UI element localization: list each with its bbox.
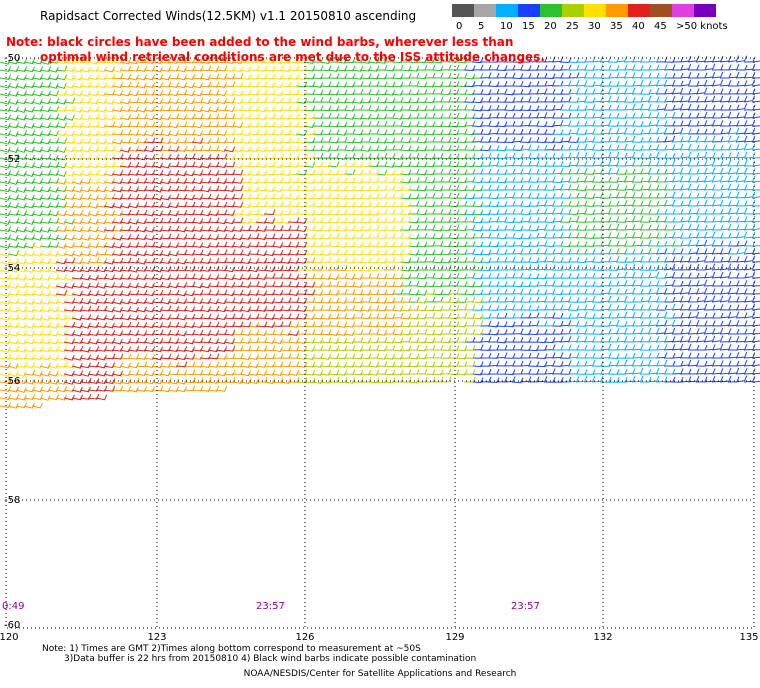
legend-swatch (496, 4, 518, 17)
lat-label: -60 (4, 620, 20, 631)
legend-tick-label: >50 knots (676, 21, 728, 32)
legend-tick-label: 20 (544, 21, 557, 32)
legend-swatch (452, 4, 474, 17)
pass-time: 23:57 (256, 601, 285, 612)
wind-barb-group (55, 137, 316, 401)
legend-swatch (694, 4, 716, 17)
wind-barb-group (295, 288, 484, 384)
footnote: Note: 1) Times are GMT 2)Times along bot… (42, 644, 516, 679)
legend-tick-label: 0 (456, 21, 462, 32)
legend-swatch (606, 4, 628, 17)
legend-tick-label: 35 (610, 21, 623, 32)
pass-time: 0:49 (2, 601, 24, 612)
wind-barb-group (0, 57, 420, 409)
latitude-labels: -50 -52 -54 -56 -58 -60 (4, 53, 20, 631)
legend-tick-label: 45 (654, 21, 667, 32)
lat-label: -54 (4, 263, 20, 274)
legend-swatch (672, 4, 694, 17)
footnote-line-1: Note: 1) Times are GMT 2)Times along bot… (42, 644, 421, 654)
longitude-labels: 120 123 126 129 132 135 (0, 632, 759, 643)
note-line-2: optimal wind retrieval conditions are me… (40, 50, 545, 64)
legend-swatch (650, 4, 672, 17)
legend-tick-label: 25 (566, 21, 579, 32)
lat-label: -52 (4, 154, 20, 165)
red-note: Note: black circles have been added to t… (6, 35, 545, 64)
lon-label: 123 (147, 632, 166, 643)
lat-label: -50 (4, 53, 20, 64)
legend-swatch (584, 4, 606, 17)
color-legend: 0 5 10 15 20 25 30 35 40 45 >50 knots (452, 4, 728, 32)
legend-swatch (518, 4, 540, 17)
lon-label: 120 (0, 632, 19, 643)
wind-barb-group (463, 55, 760, 383)
footnote-line-2: 3)Data buffer is 22 hrs from 20150810 4)… (64, 654, 476, 664)
credit-line: NOAA/NESDIS/Center for Satellite Applica… (244, 669, 517, 679)
lon-label: 132 (593, 632, 612, 643)
legend-swatch (540, 4, 562, 17)
pass-time: 23:57 (511, 601, 540, 612)
wind-barbs-layer (0, 55, 760, 409)
legend-tick-label: 40 (632, 21, 645, 32)
legend-tick-label: 5 (478, 21, 484, 32)
legend-swatch (562, 4, 584, 17)
map-title: Rapidsact Corrected Winds(12.5KM) v1.1 2… (40, 9, 416, 23)
legend-swatch (628, 4, 650, 17)
legend-tick-label: 15 (522, 21, 535, 32)
pass-times: 0:49 23:57 23:57 (2, 601, 540, 612)
wind-barb-group (0, 57, 412, 378)
lon-label: 126 (295, 632, 314, 643)
lat-label: -56 (4, 376, 20, 387)
lon-label: 129 (445, 632, 464, 643)
wind-barb-group (0, 56, 676, 303)
map-frame (5, 57, 755, 629)
legend-swatch (474, 4, 496, 17)
lon-label: 135 (739, 632, 758, 643)
legend-tick-label: 10 (500, 21, 513, 32)
lat-label: -58 (4, 495, 20, 506)
legend-tick-label: 30 (588, 21, 601, 32)
note-line-1: Note: black circles have been added to t… (6, 35, 513, 49)
